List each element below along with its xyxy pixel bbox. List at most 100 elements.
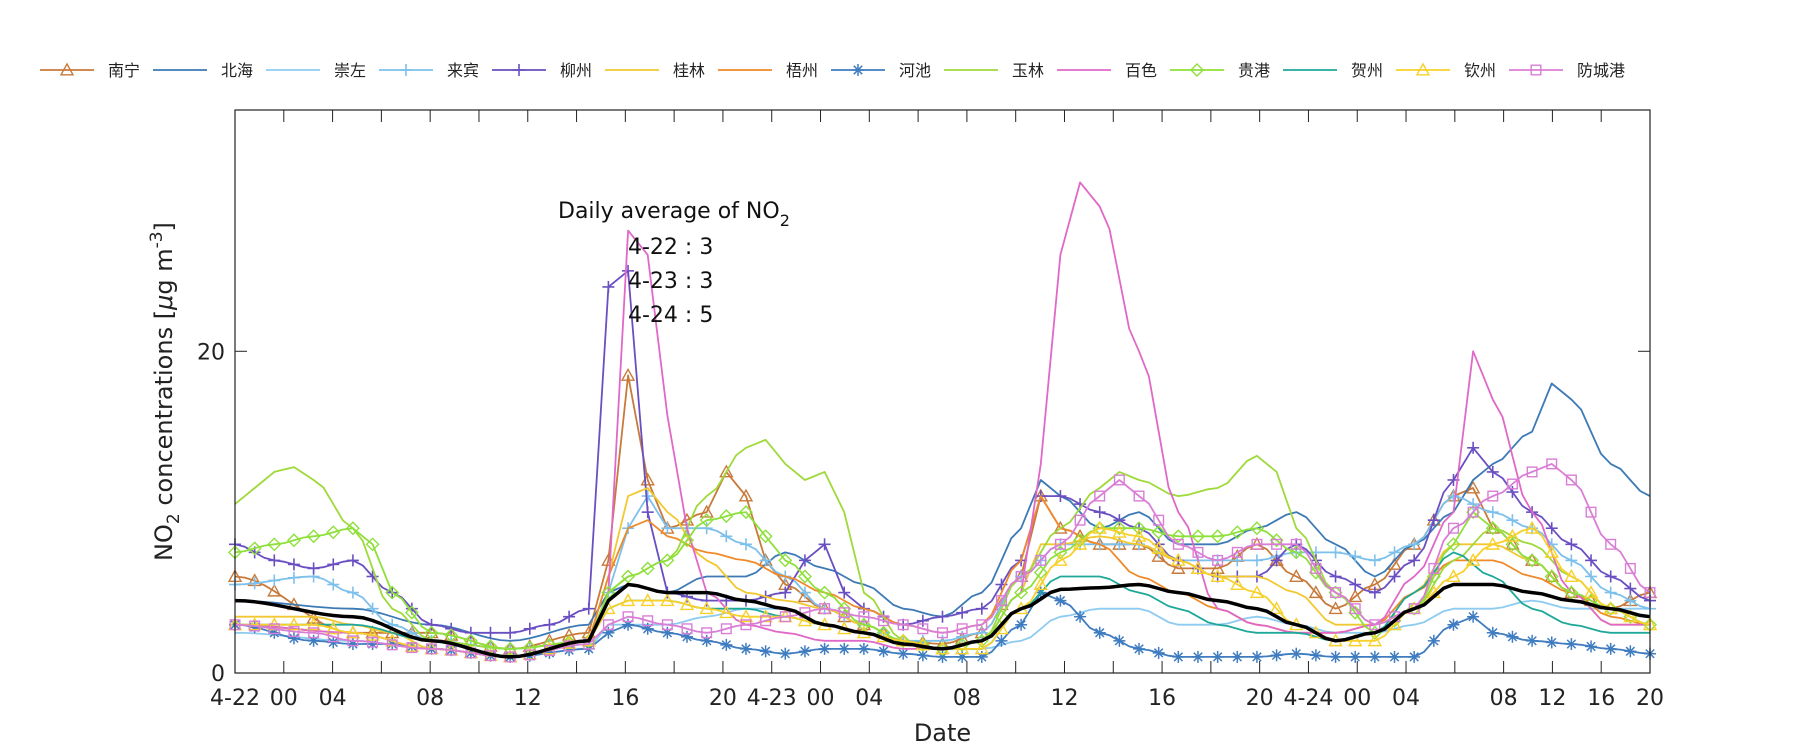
x-tick-label: 08 xyxy=(416,686,444,711)
data-point xyxy=(739,642,752,655)
data-point xyxy=(504,626,517,639)
data-point xyxy=(917,623,929,635)
data-point xyxy=(1348,589,1363,603)
data-point xyxy=(365,537,380,552)
plot-frame xyxy=(234,109,1651,674)
data-point xyxy=(287,632,300,645)
data-point xyxy=(700,594,713,607)
legend-label: 南宁 xyxy=(108,61,140,80)
data-point xyxy=(1072,536,1088,550)
annotation: Daily average of NO2 4-22 : 3 4-23 : 3 4-24… xyxy=(558,199,790,328)
x-tick-label: 04 xyxy=(855,686,883,711)
data-point xyxy=(1367,633,1383,647)
data-point xyxy=(1544,569,1559,582)
data-point xyxy=(1564,585,1579,600)
data-point xyxy=(877,645,890,658)
data-point xyxy=(1230,525,1245,540)
data-point xyxy=(679,597,695,611)
data-point xyxy=(1388,570,1401,583)
data-point xyxy=(1544,569,1559,584)
data-point xyxy=(1624,645,1637,658)
legend-label: 北海 xyxy=(221,61,253,80)
legend-item: 崇左 xyxy=(266,61,366,80)
data-point xyxy=(1446,569,1461,582)
data-point xyxy=(974,641,989,655)
annotation-title: Daily average of NO2 xyxy=(558,199,790,230)
data-point xyxy=(1369,619,1381,631)
x-tick-label: 08 xyxy=(953,686,981,711)
data-point xyxy=(760,615,772,627)
data-point xyxy=(345,625,361,639)
x-tick-label: 20 xyxy=(709,686,737,711)
data-point xyxy=(367,636,379,648)
data-point xyxy=(1624,594,1637,607)
data-point xyxy=(797,569,812,584)
data-point xyxy=(286,533,301,548)
data-point xyxy=(503,641,518,656)
data-point xyxy=(1250,554,1263,567)
data-point xyxy=(1269,601,1284,615)
data-point xyxy=(1191,650,1204,663)
data-point xyxy=(818,642,831,655)
data-point xyxy=(995,595,1007,607)
data-point xyxy=(837,601,852,616)
data-point xyxy=(1290,538,1302,550)
data-point xyxy=(954,641,970,655)
x-tick-label: 12 xyxy=(1538,686,1566,711)
data-point xyxy=(1132,521,1147,536)
data-point xyxy=(1112,521,1127,536)
data-point xyxy=(838,642,851,655)
data-point xyxy=(1113,634,1126,647)
x-tick-label: 20 xyxy=(1246,686,1274,711)
data-point xyxy=(1094,490,1106,502)
data-point xyxy=(1485,521,1500,536)
data-point xyxy=(641,490,654,503)
data-point xyxy=(1151,540,1166,554)
data-point xyxy=(1192,546,1204,558)
data-point xyxy=(1545,522,1558,535)
data-point xyxy=(1171,552,1186,566)
data-point xyxy=(1605,538,1617,550)
data-point xyxy=(267,583,282,597)
data-point xyxy=(249,620,261,632)
data-point xyxy=(59,62,75,76)
data-point xyxy=(1054,490,1067,503)
data-point xyxy=(620,593,636,607)
data-point xyxy=(346,554,359,567)
data-point xyxy=(818,538,831,551)
data-point xyxy=(445,644,457,656)
data-point xyxy=(1230,577,1245,591)
data-point xyxy=(1231,650,1244,663)
data-point xyxy=(701,627,713,639)
data-point xyxy=(1349,578,1362,591)
data-point xyxy=(1415,62,1431,76)
data-point xyxy=(642,615,654,627)
data-point xyxy=(937,627,949,639)
data-point xyxy=(1271,538,1283,550)
data-point xyxy=(1524,520,1540,534)
legend-item: 梧州 xyxy=(718,61,818,80)
data-point xyxy=(640,561,655,576)
data-point xyxy=(267,537,282,552)
data-point xyxy=(1408,538,1421,551)
data-point xyxy=(838,586,851,599)
data-point xyxy=(660,553,675,568)
x-tick-label: 12 xyxy=(514,686,542,711)
data-point xyxy=(1428,562,1440,574)
data-point xyxy=(852,64,864,76)
legend-label: 桂林 xyxy=(673,61,705,80)
data-point xyxy=(1467,506,1479,518)
data-point xyxy=(326,525,341,540)
data-point xyxy=(660,593,675,607)
data-point xyxy=(1427,634,1440,647)
data-point xyxy=(1210,529,1225,544)
data-point xyxy=(1486,465,1499,478)
data-point xyxy=(1133,490,1145,502)
data-point xyxy=(543,618,556,631)
data-point xyxy=(268,623,280,635)
data-point xyxy=(1328,601,1343,615)
data-point xyxy=(424,625,439,640)
data-point xyxy=(1545,636,1558,649)
data-point xyxy=(444,628,459,643)
data-point xyxy=(1074,610,1087,623)
